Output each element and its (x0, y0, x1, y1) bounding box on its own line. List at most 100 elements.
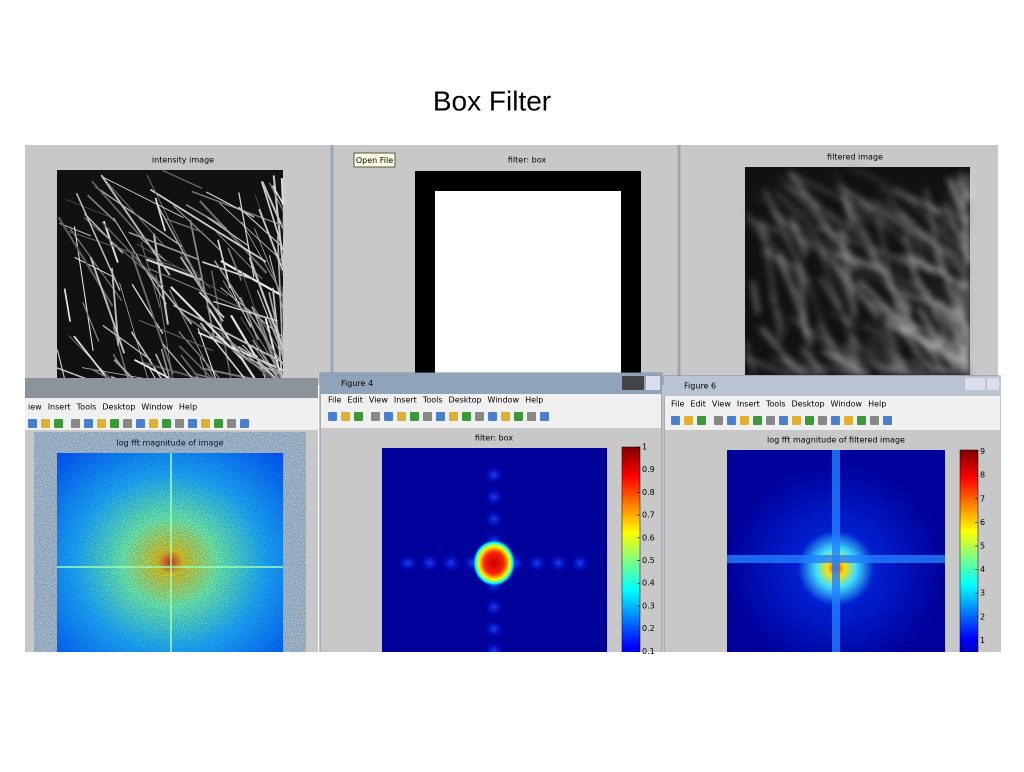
grass-stroke (835, 355, 847, 376)
menu-item[interactable]: View (369, 396, 388, 405)
menu-item[interactable]: Help (525, 396, 543, 405)
ripple (569, 553, 591, 573)
toolbar-icon[interactable] (766, 416, 775, 425)
toolbar-icon[interactable] (436, 412, 445, 421)
toolbar-icon[interactable] (240, 419, 249, 428)
menu-item[interactable]: Help (179, 403, 197, 412)
toolbar-icon[interactable] (201, 419, 210, 428)
menu-item[interactable]: Edit (347, 396, 363, 405)
toolbar-icon[interactable] (870, 416, 879, 425)
menu-item[interactable]: Desktop (449, 396, 482, 405)
toolbar-icon[interactable] (71, 419, 80, 428)
menu-item[interactable]: Help (868, 400, 886, 409)
menu-item[interactable]: Tools (422, 396, 443, 405)
menu-item[interactable]: Insert (48, 403, 71, 412)
toolbar-icon[interactable] (188, 419, 197, 428)
toolbar-icon[interactable] (857, 416, 866, 425)
grass-stroke (152, 233, 169, 325)
grass-stroke (237, 206, 284, 249)
toolbar-icon[interactable] (410, 412, 419, 421)
ripple (526, 553, 548, 573)
menu-item[interactable]: View (712, 400, 731, 409)
toolbar-icon[interactable] (818, 416, 827, 425)
maximize-button[interactable] (987, 378, 999, 390)
toolbar-icon[interactable] (779, 416, 788, 425)
grass-stroke (910, 273, 968, 364)
menu-item[interactable]: Desktop (792, 400, 825, 409)
grass-stroke (798, 366, 818, 376)
toolbar-icon[interactable] (123, 419, 132, 428)
toolbar-icon[interactable] (462, 412, 471, 421)
minimize-button[interactable] (965, 378, 985, 390)
toolbar-icon[interactable] (540, 412, 549, 421)
toolbar-icon[interactable] (110, 419, 119, 428)
toolbar-icon[interactable] (714, 416, 723, 425)
toolbar-icon[interactable] (475, 412, 484, 421)
grass-stroke (178, 331, 226, 386)
toolbar-icon[interactable] (727, 416, 736, 425)
toolbar-icon[interactable] (214, 419, 223, 428)
grass-stroke (161, 169, 203, 189)
toolbar-icon[interactable] (41, 419, 50, 428)
toolbar-icon[interactable] (28, 419, 37, 428)
colorbar-tick-label: 1 (642, 443, 647, 452)
menu-item[interactable]: iew (28, 403, 42, 412)
toolbar-icon[interactable] (501, 412, 510, 421)
toolbar-icon[interactable] (328, 412, 337, 421)
menu-item[interactable]: Insert (394, 396, 417, 405)
toolbar-icon[interactable] (753, 416, 762, 425)
menu-item[interactable]: Window (831, 400, 863, 409)
toolbar-icon[interactable] (805, 416, 814, 425)
menu-item[interactable]: Edit (690, 400, 706, 409)
grass-stroke (873, 199, 914, 225)
toolbar-icon[interactable] (162, 419, 171, 428)
toolbar-icon[interactable] (84, 419, 93, 428)
ripple (483, 619, 505, 639)
toolbar-icon[interactable] (97, 419, 106, 428)
toolbar-icon[interactable] (149, 419, 158, 428)
toolbar-icon[interactable] (684, 416, 693, 425)
grass-stroke (806, 275, 838, 376)
toolbar-icon[interactable] (831, 416, 840, 425)
minimize-button[interactable] (622, 376, 644, 390)
toolbar-icon[interactable] (136, 419, 145, 428)
menu-item[interactable]: Window (488, 396, 520, 405)
menu-item[interactable]: File (328, 396, 341, 405)
toolbar-icon[interactable] (514, 412, 523, 421)
toolbar-icon[interactable] (740, 416, 749, 425)
toolbar-icon[interactable] (697, 416, 706, 425)
toolbar-icon[interactable] (423, 412, 432, 421)
menu-item[interactable]: File (671, 400, 684, 409)
toolbar-icon[interactable] (175, 419, 184, 428)
grass-stroke (258, 208, 284, 271)
grass-stroke (968, 279, 971, 316)
toolbar-icon[interactable] (844, 416, 853, 425)
toolbar-icon[interactable] (384, 412, 393, 421)
toolbar-icon[interactable] (397, 412, 406, 421)
toolbar-icon[interactable] (488, 412, 497, 421)
menu-item[interactable]: Insert (737, 400, 760, 409)
toolbar-icon[interactable] (671, 416, 680, 425)
menu-item[interactable]: Window (141, 403, 173, 412)
menu-item[interactable]: Tools (765, 400, 786, 409)
toolbar-icon[interactable] (371, 412, 380, 421)
ripple (483, 509, 505, 529)
colorbar-tick-label: 0.9 (642, 465, 655, 474)
colorbar-tick-label: 0.8 (642, 488, 655, 497)
toolbar-icon[interactable] (527, 412, 536, 421)
toolbar-icon[interactable] (54, 419, 63, 428)
toolbar-icon[interactable] (354, 412, 363, 421)
menu-item[interactable]: Desktop (102, 403, 135, 412)
menu-item[interactable]: Tools (76, 403, 97, 412)
grass-stroke (101, 176, 166, 248)
toolbar-icon[interactable] (227, 419, 236, 428)
grass-stroke (947, 177, 971, 245)
toolbar-icon[interactable] (449, 412, 458, 421)
grass-stroke (824, 238, 916, 290)
grass-stroke (201, 261, 253, 280)
maximize-button[interactable] (646, 376, 660, 390)
toolbar-icon[interactable] (792, 416, 801, 425)
window-title: Figure 6 (684, 382, 716, 391)
toolbar-icon[interactable] (341, 412, 350, 421)
toolbar-icon[interactable] (883, 416, 892, 425)
